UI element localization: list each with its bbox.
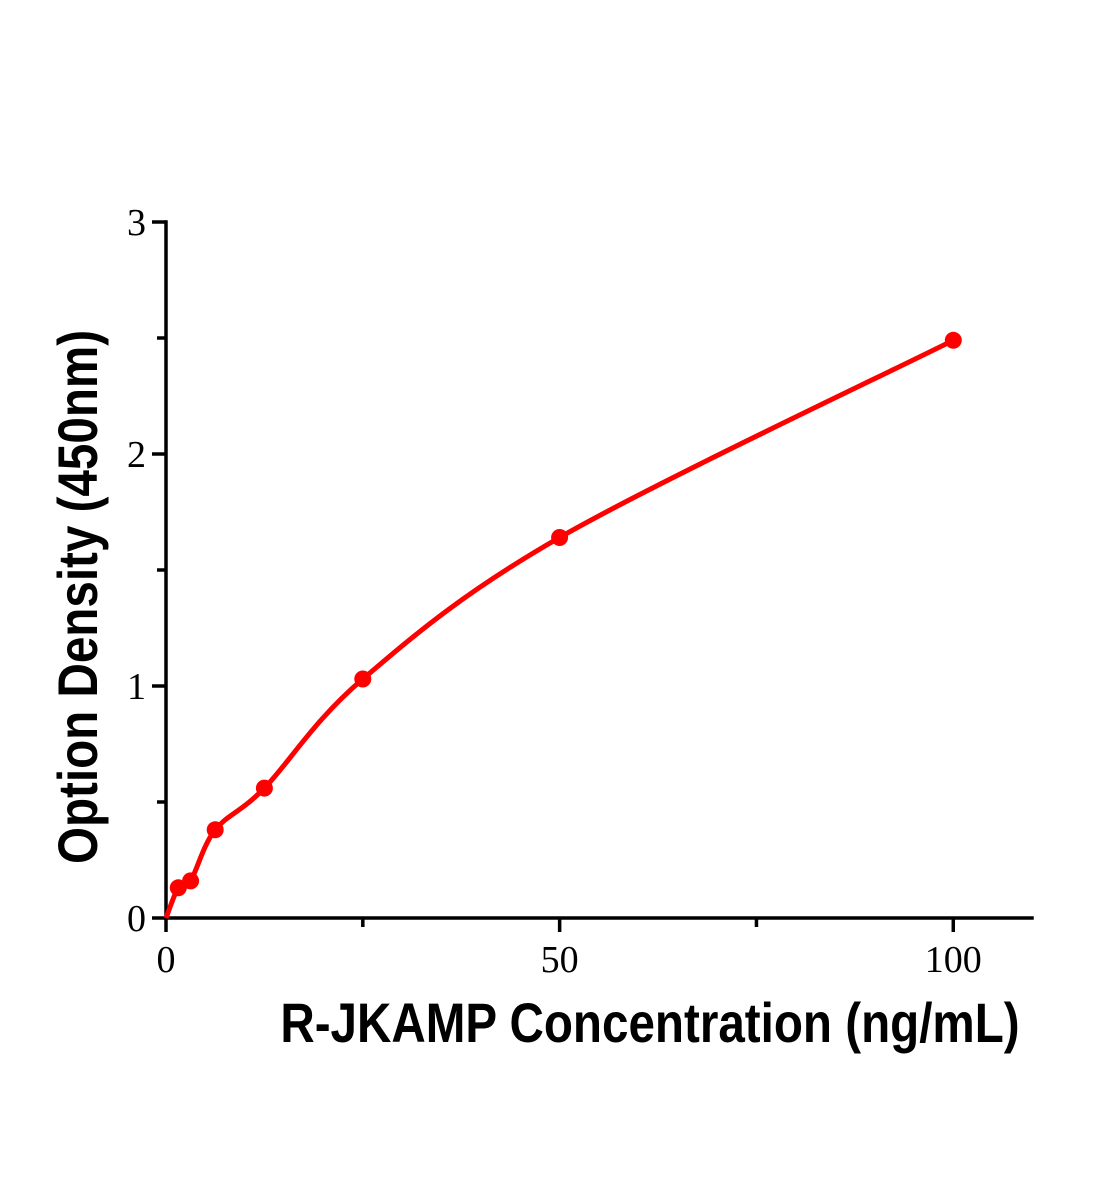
data-points bbox=[169, 331, 962, 897]
x-tick-label: 0 bbox=[157, 939, 176, 981]
data-point bbox=[551, 529, 569, 546]
y-tick-label: 3 bbox=[127, 202, 146, 244]
data-point bbox=[255, 779, 273, 797]
x-tick-label: 50 bbox=[541, 939, 579, 981]
y-tick-label: 0 bbox=[127, 898, 146, 940]
data-point bbox=[182, 872, 200, 890]
y-tick-labels: 0 1 2 3 bbox=[127, 202, 146, 940]
y-axis-title: Option Density (450nm) bbox=[47, 330, 109, 864]
x-tick-labels: 0 50 100 bbox=[157, 939, 982, 981]
x-axis-title: R-JKAMP Concentration (ng/mL) bbox=[280, 992, 1019, 1054]
data-point bbox=[944, 331, 962, 349]
x-tick-marks bbox=[164, 918, 956, 932]
y-tick-label: 2 bbox=[127, 434, 146, 476]
y-tick-label: 1 bbox=[127, 666, 146, 708]
fit-curve-line bbox=[163, 338, 955, 919]
y-tick-marks bbox=[152, 220, 166, 920]
x-tick-label: 100 bbox=[925, 939, 982, 981]
data-point bbox=[206, 821, 224, 839]
data-point bbox=[354, 670, 372, 688]
